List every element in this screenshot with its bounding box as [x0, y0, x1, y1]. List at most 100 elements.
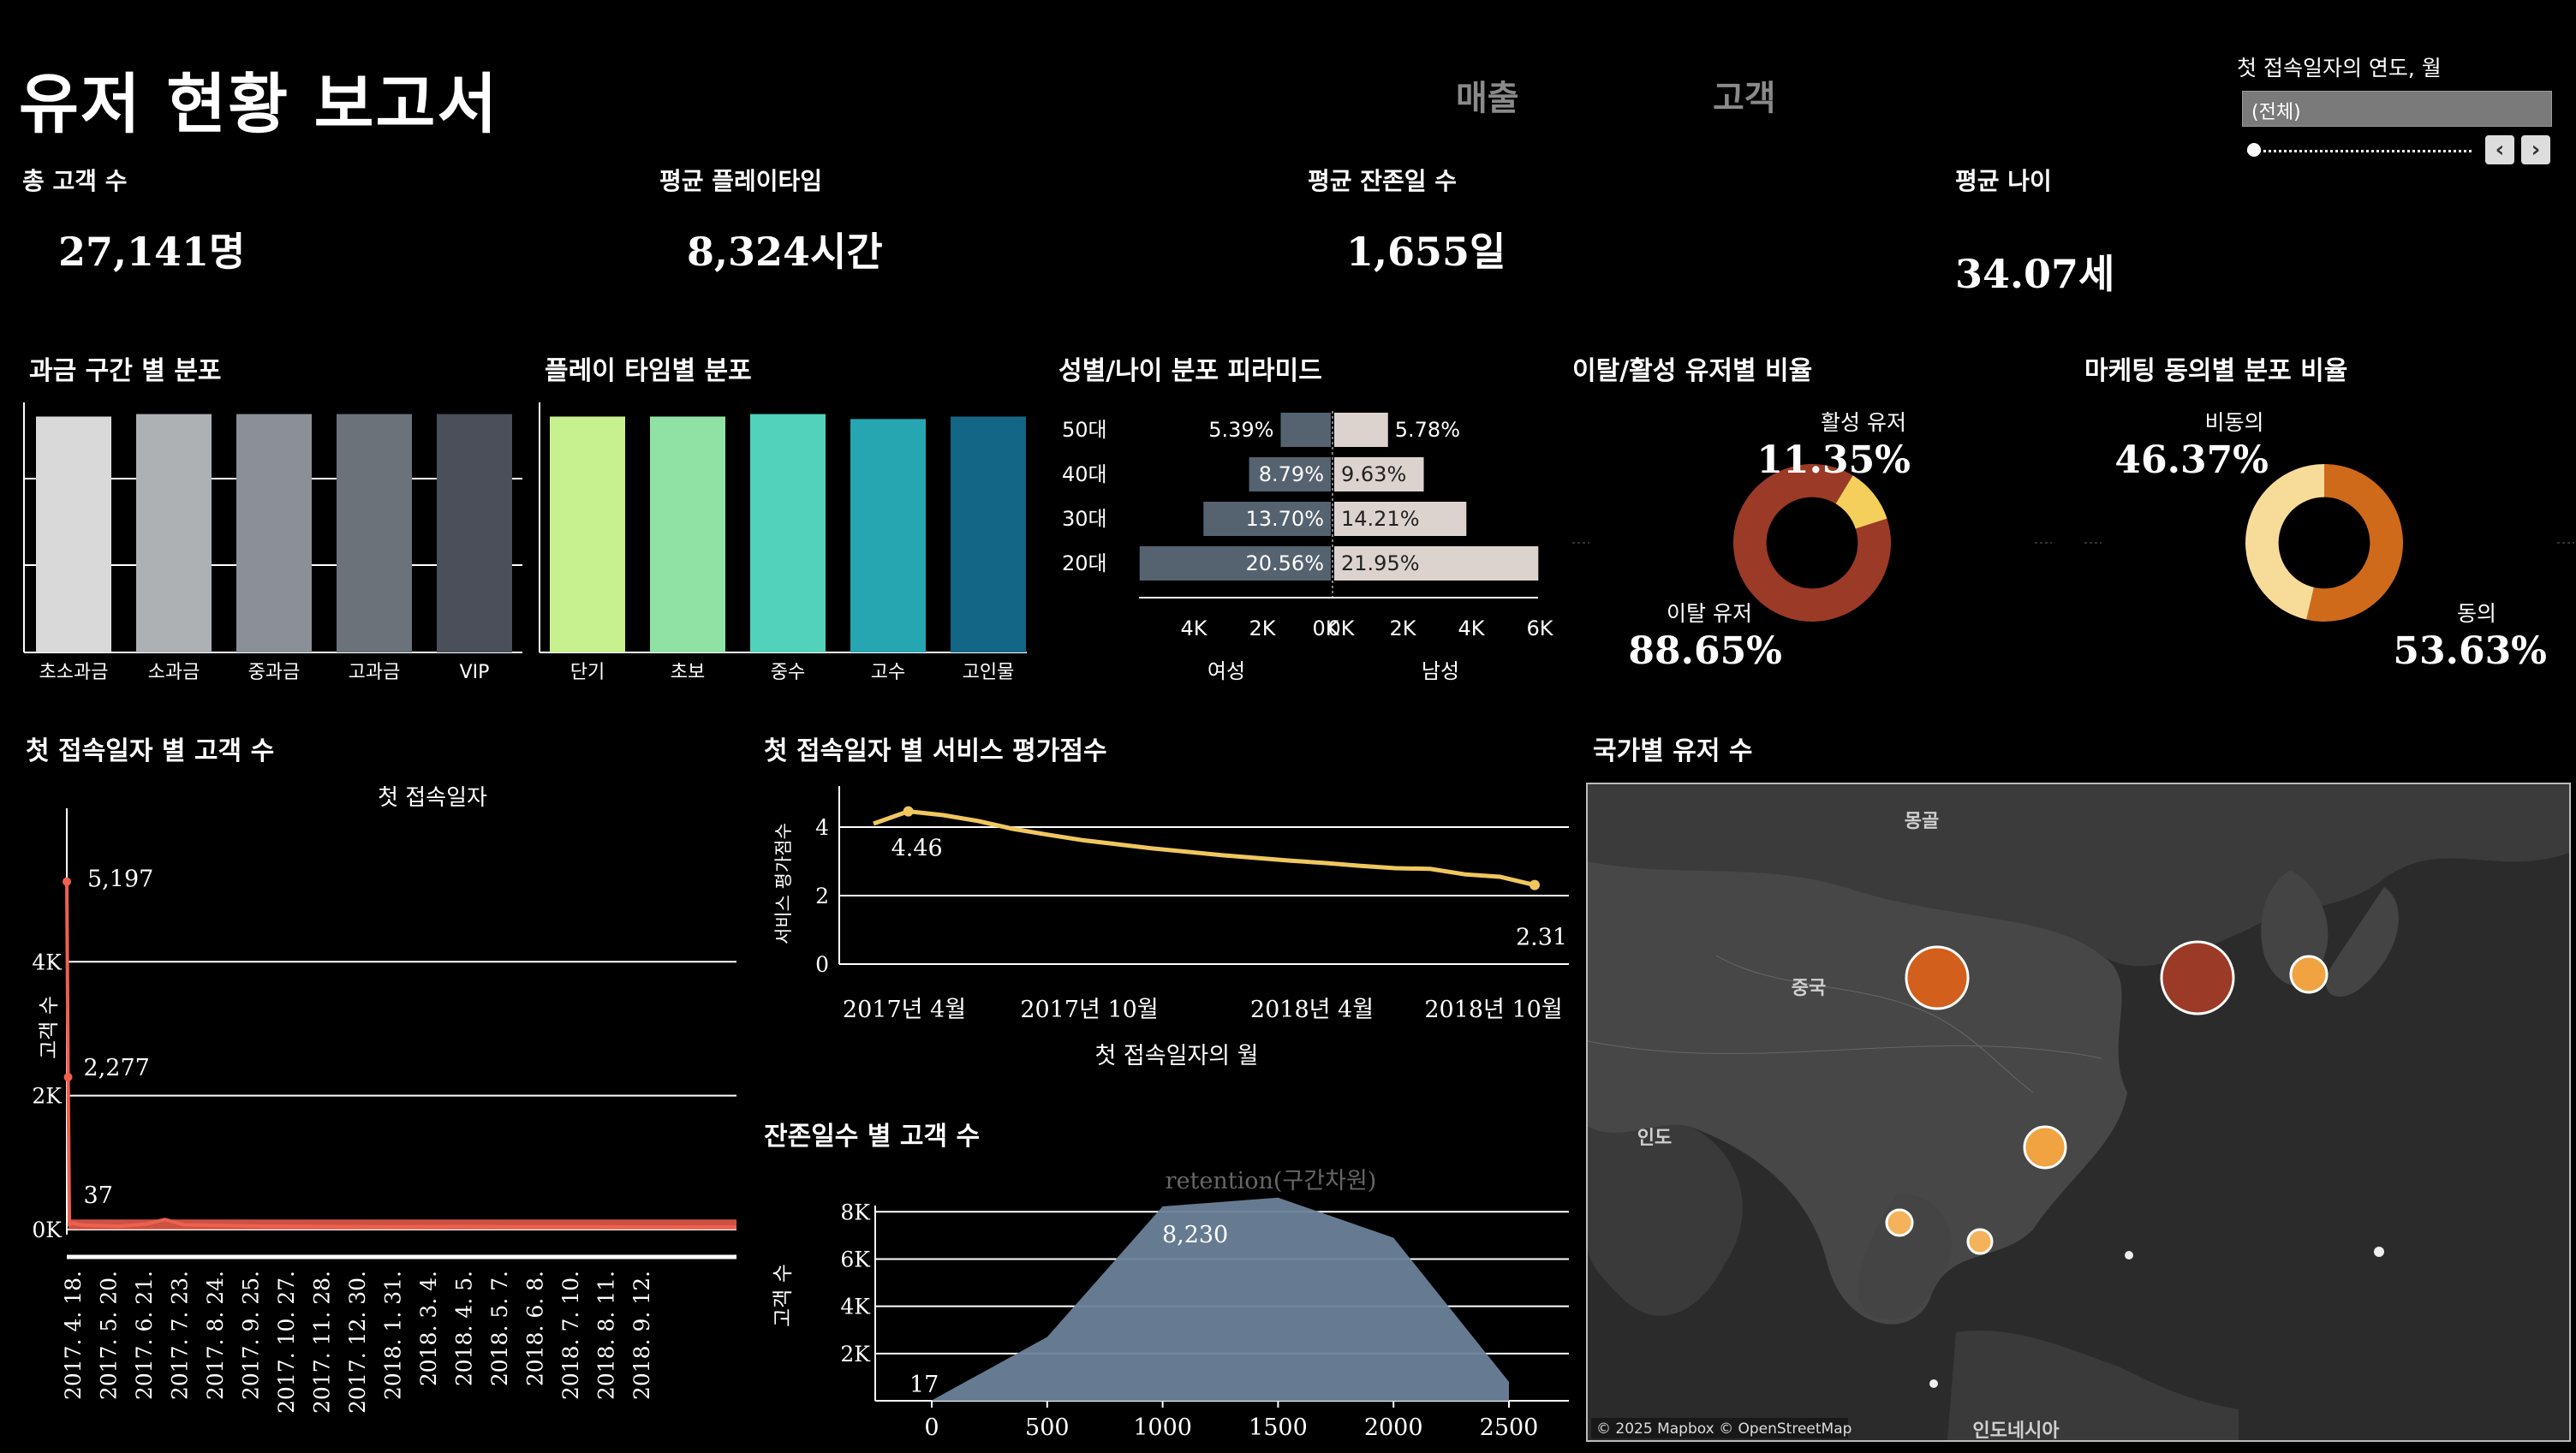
x-tick-label: 2018. 5. 7.	[487, 1271, 512, 1386]
x-tick-label: VIP	[460, 662, 490, 683]
x-tick-label: 2017. 8. 24.	[203, 1271, 228, 1400]
bar[interactable]	[750, 414, 826, 652]
map-canvas[interactable]: 몽골 중국 인도 인도네시아 © 2025 Mapbox © OpenStree…	[1588, 784, 2569, 1440]
x-tick-label: 1000	[1133, 1414, 1192, 1441]
kpi-avg-age-value: 34.07세	[1955, 251, 2115, 297]
x-tick-label: 2018년 4월	[1250, 997, 1374, 1023]
series-line[interactable]	[873, 809, 1535, 888]
chevron-right-icon[interactable]: ›	[2521, 135, 2550, 164]
area-series[interactable]	[932, 1197, 1509, 1401]
bar-male[interactable]	[1334, 457, 1424, 491]
data-point-last[interactable]	[1530, 879, 1540, 890]
y-tick-label: 2K	[32, 1084, 63, 1109]
bar-female[interactable]	[1139, 546, 1331, 581]
map-bubble-small[interactable]	[2125, 1251, 2133, 1259]
data-point[interactable]	[63, 877, 71, 886]
y-tick-label: 8K	[840, 1200, 871, 1224]
x-tick-label: 소과금	[148, 662, 200, 683]
date-filter-slider[interactable]	[2247, 142, 2472, 159]
bar[interactable]	[951, 416, 1026, 653]
map-title: 국가별 유저 수	[1593, 736, 1753, 766]
kpi-avg-retention-label: 평균 잔존일 수	[1308, 167, 1458, 195]
churn-donut-chart: 활성 유저 11.35% 이탈 유저 88.65%	[1572, 410, 2052, 673]
annotation-second: 2,277	[84, 1055, 150, 1081]
tab-customer[interactable]: 고객	[1713, 79, 1776, 118]
x-tick-label: 2017. 4. 18.	[61, 1271, 86, 1400]
bar[interactable]	[337, 414, 412, 652]
x-tick-label: 2K	[1249, 616, 1276, 640]
map-label-india: 인도	[1637, 1128, 1672, 1149]
bar-female[interactable]	[1249, 457, 1331, 491]
agree-pct: 53.63%	[2393, 629, 2547, 673]
country-map[interactable]: 몽골 중국 인도 인도네시아 © 2025 Mapbox © OpenStree…	[1586, 783, 2571, 1442]
bar-female[interactable]	[1280, 413, 1331, 447]
x-tick-label: 고수	[871, 662, 905, 683]
bar[interactable]	[136, 414, 212, 652]
x-tick-label: 2017년 4월	[843, 997, 966, 1023]
map-bubble-japan[interactable]	[2289, 955, 2329, 994]
map-bubble-hongkong[interactable]	[2023, 1125, 2067, 1170]
rating-chart-title: 첫 접속일자 별 서비스 평가점수	[764, 736, 1107, 766]
bar-male[interactable]	[1334, 502, 1467, 536]
bar[interactable]	[850, 419, 926, 652]
male-pct-label: 14.21%	[1341, 507, 1420, 531]
x-tick-label: 4K	[1180, 616, 1208, 640]
firstvisit-chart-title: 첫 접속일자 별 고객 수	[26, 736, 275, 766]
x-tick-label: 중수	[771, 662, 805, 683]
donut-hole	[2278, 497, 2370, 589]
annotation-min: 17	[909, 1372, 939, 1398]
map-label-mongolia: 몽골	[1905, 811, 1939, 832]
age-gender-pyramid: 50대 5.39% 5.78% 40대 8.79% 9.63% 30대 13.70% 14.21…	[1062, 411, 1554, 683]
bar-female[interactable]	[1203, 502, 1331, 536]
firstvisit-subtitle: 첫 접속일자	[378, 785, 487, 811]
filter-label: 첫 접속일자의 연도, 월	[2237, 56, 2442, 80]
retention-area-chart: retention(구간차원) 고객 수 2K 4K 6K 8K 0 500 1000 150…	[771, 1168, 1569, 1441]
churn-chart-title: 이탈/활성 유저별 비율	[1572, 356, 1813, 386]
map-bubble-small[interactable]	[1929, 1379, 1938, 1388]
y-tick-label: 0K	[32, 1218, 63, 1242]
bar[interactable]	[236, 414, 312, 652]
date-filter-select[interactable]: (전체)	[2242, 91, 2552, 127]
female-pct-label: 5.39%	[1208, 418, 1273, 442]
x-tick-label: 2017. 12. 30.	[345, 1271, 370, 1414]
x-tick-label: 2017. 11. 28.	[310, 1271, 335, 1414]
bar-male[interactable]	[1334, 546, 1539, 581]
x-tick-label: 2018년 10월	[1424, 997, 1562, 1023]
tab-sales[interactable]: 매출	[1456, 79, 1519, 118]
map-bubble-thailand[interactable]	[1885, 1208, 1914, 1237]
bar-male[interactable]	[1334, 413, 1388, 447]
data-point[interactable]	[63, 1072, 73, 1081]
x-tick-label: 2017. 10. 27.	[274, 1271, 299, 1414]
chevron-left-icon[interactable]: ‹	[2485, 135, 2514, 164]
x-tick-label: 1500	[1249, 1414, 1308, 1441]
retention-subtitle: retention(구간차원)	[1166, 1168, 1377, 1194]
slider-handle[interactable]	[2247, 143, 2261, 157]
x-tick-label: 고과금	[349, 662, 401, 683]
data-point-max[interactable]	[903, 806, 914, 817]
land-indonesia	[1947, 1331, 2239, 1440]
map-bubble-vietnam[interactable]	[1966, 1228, 1994, 1255]
map-bubble-korea[interactable]	[2160, 940, 2235, 1015]
x-tick-label: 2017. 5. 20.	[97, 1271, 122, 1400]
pyramid-chart-title: 성별/나이 분포 피라미드	[1058, 356, 1322, 386]
kpi-avg-age-label: 평균 나이	[1955, 167, 2052, 195]
bar[interactable]	[437, 414, 512, 652]
x-tick-label: 2017. 6. 21.	[132, 1271, 157, 1400]
bar[interactable]	[36, 416, 111, 653]
kpi-avg-retention-value: 1,655일	[1346, 229, 1506, 275]
y-tick-label: 2	[815, 884, 829, 908]
map-label-indonesia: 인도네시아	[1972, 1420, 2060, 1440]
rating-line-chart: 서비스 평가점수 첫 접속일자의 월 0 2 4 4.46 2.31 2017년 4월 20…	[773, 786, 1569, 1069]
bar[interactable]	[650, 416, 725, 653]
female-pct-label: 13.70%	[1245, 507, 1324, 531]
marketing-donut-chart: 비동의 46.37% 동의 53.63%	[2084, 410, 2574, 673]
x-tick-label: 고인물	[963, 662, 1015, 683]
bar[interactable]	[550, 416, 625, 653]
x-tick-label: 초보	[671, 662, 705, 683]
map-bubble-small[interactable]	[2374, 1247, 2384, 1257]
series-label-female: 여성	[1208, 659, 1245, 683]
x-tick-label: 2018. 7. 10.	[558, 1271, 583, 1400]
map-bubble-china[interactable]	[1905, 945, 1970, 1010]
series-line[interactable]	[65, 881, 737, 1230]
series-noise-band	[69, 1219, 736, 1230]
